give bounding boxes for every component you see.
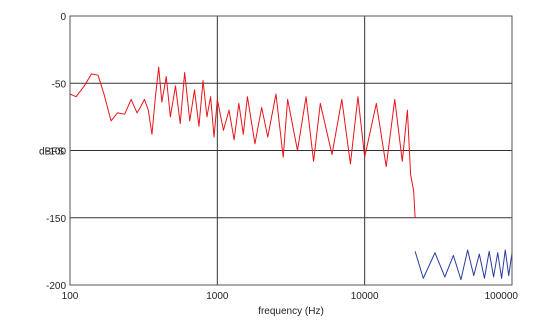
x-tick-label: 100000 — [485, 291, 519, 302]
y-tick-label: -100 — [46, 147, 66, 158]
x-axis-label: frequency (Hz) — [258, 306, 324, 317]
y-tick-label: -200 — [46, 281, 66, 292]
y-tick-label: -50 — [52, 79, 67, 90]
series-line-1 — [69, 66, 416, 218]
series-layer — [69, 66, 513, 281]
x-tick-label: 10000 — [351, 291, 379, 302]
y-axis-label: dBFS — [39, 147, 64, 158]
y-tick-label: -150 — [46, 214, 66, 225]
grid — [69, 15, 513, 286]
x-tick-label: 1000 — [206, 291, 229, 302]
x-tick-label: 100 — [62, 291, 79, 302]
series-line-2 — [414, 249, 513, 281]
y-tick-label: 0 — [60, 12, 66, 23]
plot-frame — [69, 15, 513, 286]
